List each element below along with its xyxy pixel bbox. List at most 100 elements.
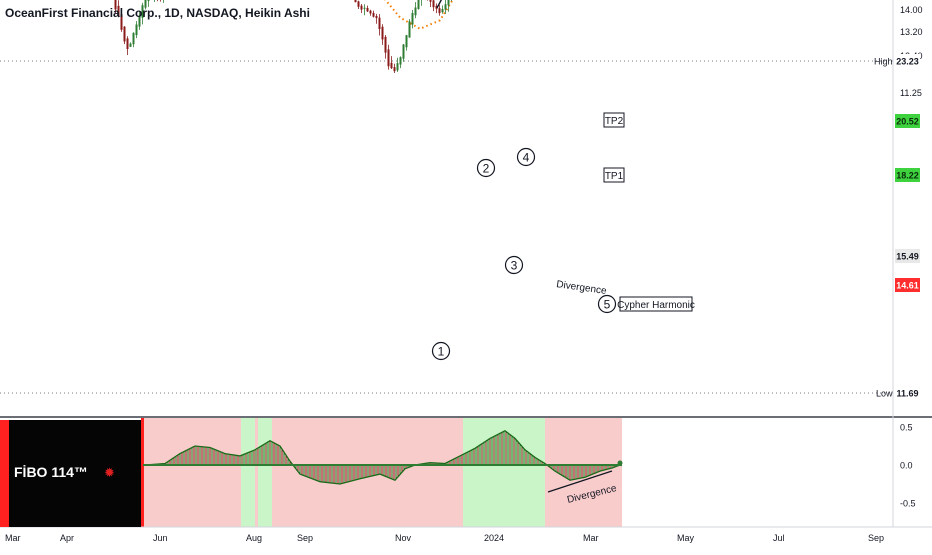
- time-tick-label: May: [677, 533, 695, 543]
- candle: [399, 57, 402, 65]
- candle: [438, 8, 441, 14]
- oscillator-tick-label: -0.5: [900, 499, 916, 509]
- cypher-harmonic-label-box: [619, 296, 693, 312]
- oscillator-pane[interactable]: Divergence: [141, 418, 623, 527]
- candle: [144, 0, 147, 8]
- candle: [369, 10, 372, 14]
- candle: [417, 0, 420, 10]
- candle: [117, 5, 120, 17]
- wave-circle: [597, 294, 617, 314]
- last-price-label: 15.49: [896, 252, 919, 262]
- tp2-label-box: [603, 112, 625, 128]
- candle: [429, 0, 432, 2]
- candle: [432, 0, 435, 8]
- price-tick-label: 14.00: [900, 5, 923, 15]
- high-price-label-badge: [895, 54, 920, 68]
- osc-background-segment: [255, 418, 258, 527]
- candle: [402, 44, 405, 59]
- time-tick-label: Apr: [60, 533, 74, 543]
- last-price-label-badge: [895, 249, 920, 263]
- tp1-price-label: 18.22: [896, 171, 919, 181]
- time-tick-label: 2024: [484, 533, 504, 543]
- candle: [414, 7, 417, 16]
- candle: [405, 35, 408, 48]
- candle: [381, 26, 384, 40]
- candle: [375, 15, 378, 19]
- wave-circle: [504, 255, 524, 275]
- candle: [372, 12, 375, 17]
- time-tick-label: Nov: [395, 533, 412, 543]
- osc-background-segment: [258, 418, 272, 527]
- wave-circle: [476, 158, 496, 178]
- candle: [363, 7, 366, 9]
- high-tag: High: [874, 57, 893, 67]
- tp1-label: TP1: [605, 171, 624, 182]
- oscillator-tick-label: 0.5: [900, 423, 913, 433]
- tp2-price-label: 20.52: [896, 117, 919, 127]
- candle: [411, 12, 414, 25]
- candle: [129, 43, 132, 47]
- price-pane[interactable]: 1 2 3 4 5 TP2 TP1 Cypher Harmonic Divergence: [0, 0, 893, 394]
- candle: [441, 9, 444, 13]
- wave-circle: [516, 147, 536, 167]
- candle: [123, 26, 126, 42]
- starburst-icon: ✹: [104, 465, 115, 480]
- osc-divergence-line: [547, 470, 613, 493]
- candle: [132, 32, 135, 45]
- candle: [138, 15, 141, 27]
- price-tick-label: 13.20: [900, 27, 923, 37]
- wave-label: 4: [523, 151, 530, 165]
- tp2-label: TP2: [605, 116, 624, 127]
- low-price-label: 11.69: [896, 389, 918, 399]
- osc-background-segment: [241, 418, 255, 527]
- wave-label: 3: [511, 259, 518, 273]
- candle: [384, 36, 387, 53]
- oscillator-line: [144, 430, 621, 485]
- candle: [135, 24, 138, 36]
- high-price-label: 23.23: [896, 57, 919, 67]
- time-axis[interactable]: Mar Apr Jun Aug Sep Nov 2024 Mar May Jul Sep: [5, 533, 884, 543]
- osc-last-point: [617, 460, 623, 466]
- harmonic-pattern-line: [436, 0, 443, 9]
- candle: [360, 5, 363, 10]
- candle: [126, 38, 129, 49]
- candle: [390, 62, 393, 69]
- price-axis[interactable]: 26.0024.0022.0020.0019.0018.0017.0016.00…: [874, 0, 923, 400]
- candle: [147, 0, 150, 1]
- candle: [120, 14, 123, 30]
- candle: [141, 5, 144, 18]
- candle: [435, 5, 438, 9]
- cypher-harmonic-label: Cypher Harmonic: [617, 300, 695, 311]
- osc-background-segment: [143, 418, 241, 527]
- candle: [378, 17, 381, 30]
- candle: [387, 49, 390, 67]
- candle: [447, 0, 450, 6]
- chart-title: OceanFirst Financial Corp., 1D, NASDAQ, …: [5, 6, 310, 20]
- candle: [354, 0, 357, 3]
- price-tick-label: 11.25: [900, 88, 922, 98]
- wave-label: 5: [604, 298, 611, 312]
- time-tick-label: Jun: [153, 533, 168, 543]
- oscillator-axis[interactable]: 0.5 0.0 -0.5: [900, 423, 916, 509]
- time-tick-label: Sep: [297, 533, 313, 543]
- osc-start-marker: [141, 418, 144, 527]
- candle: [357, 1, 360, 7]
- stop-price-label-badge: [895, 278, 920, 292]
- brand-label: FİBO 114™: [14, 464, 88, 480]
- low-tag: Low: [876, 389, 893, 399]
- candle: [114, 0, 117, 10]
- stop-price-label: 14.61: [896, 281, 919, 291]
- time-tick-label: Jul: [773, 533, 785, 543]
- wave-label: 1: [438, 345, 445, 359]
- time-tick-label: Mar: [583, 533, 599, 543]
- candle: [393, 67, 396, 72]
- divergence-label: Divergence: [556, 279, 608, 297]
- oscillator-tick-label: 0.0: [900, 461, 913, 471]
- time-tick-label: Mar: [5, 533, 21, 543]
- time-tick-label: Aug: [246, 533, 262, 543]
- candle: [396, 63, 399, 71]
- tp1-label-box: [603, 167, 625, 183]
- candle: [408, 21, 411, 38]
